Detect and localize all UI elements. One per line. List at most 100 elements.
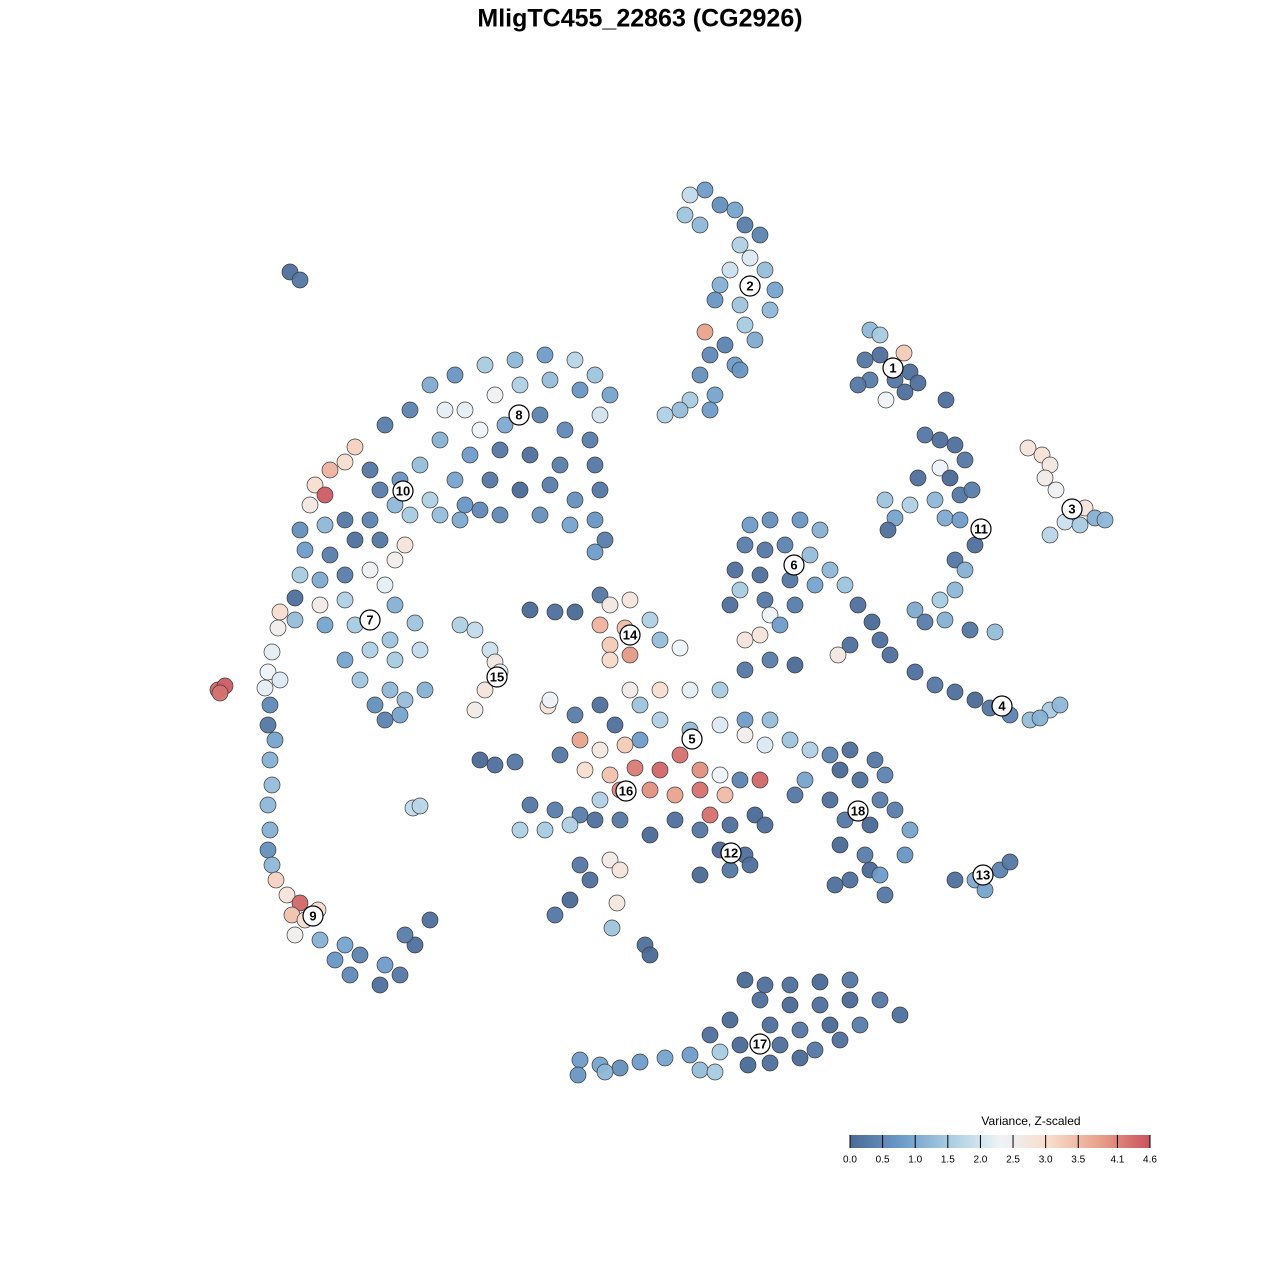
- point: [591, 791, 609, 809]
- point: [701, 401, 719, 419]
- point: [741, 516, 759, 534]
- point: [591, 481, 609, 499]
- point: [791, 1049, 809, 1067]
- point: [761, 606, 779, 624]
- point: [259, 716, 277, 734]
- point: [456, 496, 474, 514]
- point: [286, 589, 304, 607]
- point: [421, 911, 439, 929]
- point: [756, 976, 774, 994]
- point: [601, 766, 619, 784]
- point: [879, 521, 897, 539]
- cluster-label: 18: [851, 803, 865, 818]
- point: [586, 511, 604, 529]
- point: [531, 506, 549, 524]
- point: [806, 1041, 824, 1059]
- point: [706, 291, 724, 309]
- point: [931, 591, 949, 609]
- point: [471, 751, 489, 769]
- point: [736, 711, 754, 729]
- point: [741, 249, 759, 267]
- point: [861, 816, 879, 834]
- point: [741, 856, 759, 874]
- cluster-badge: [783, 554, 805, 576]
- point: [946, 871, 964, 889]
- point: [261, 821, 279, 839]
- point: [821, 1016, 839, 1034]
- point: [781, 976, 799, 994]
- colorbar-tick-label: 1.0: [908, 1155, 922, 1166]
- point: [521, 446, 539, 464]
- point: [346, 438, 364, 456]
- point: [701, 346, 719, 364]
- point: [446, 366, 464, 384]
- cluster-label: 16: [619, 783, 633, 798]
- point: [871, 866, 889, 884]
- point: [706, 1063, 724, 1081]
- point: [786, 596, 804, 614]
- point: [756, 591, 774, 609]
- cluster-label: 8: [515, 407, 522, 422]
- point: [336, 453, 354, 471]
- point: [936, 509, 954, 527]
- point: [263, 856, 281, 874]
- point: [771, 1036, 789, 1054]
- point: [1096, 511, 1114, 529]
- point: [611, 861, 629, 879]
- point: [431, 506, 449, 524]
- point: [351, 671, 369, 689]
- cluster-label: 1: [889, 360, 896, 375]
- point: [491, 441, 509, 459]
- point: [376, 576, 394, 594]
- point: [671, 639, 689, 657]
- point: [336, 651, 354, 669]
- point: [931, 459, 949, 477]
- point: [267, 871, 285, 889]
- cluster-label: 4: [998, 698, 1006, 713]
- point: [786, 656, 804, 674]
- point: [481, 471, 499, 489]
- point: [401, 401, 419, 419]
- point: [736, 726, 754, 744]
- point: [931, 431, 949, 449]
- point: [876, 766, 894, 784]
- point: [761, 1016, 779, 1034]
- colorbar-tick-label: 1.5: [941, 1155, 955, 1166]
- point: [466, 621, 484, 639]
- point: [546, 603, 564, 621]
- point: [376, 416, 394, 434]
- point: [961, 621, 979, 639]
- point: [821, 746, 839, 764]
- point: [721, 861, 739, 879]
- point: [671, 401, 689, 419]
- point: [631, 696, 649, 714]
- point: [461, 446, 479, 464]
- point: [596, 1063, 614, 1081]
- point: [396, 691, 414, 709]
- point: [849, 596, 867, 614]
- cluster-badge: [1061, 498, 1083, 520]
- point: [406, 936, 424, 954]
- point: [471, 501, 489, 519]
- colorbar-title: Variance, Z-scaled: [981, 1114, 1080, 1128]
- point: [321, 461, 339, 479]
- point: [696, 323, 714, 341]
- point: [851, 771, 869, 789]
- point: [876, 491, 894, 509]
- point: [739, 1056, 757, 1074]
- chart-title: MligTC455_22863 (CG2926): [477, 5, 802, 33]
- cluster-badge: [681, 728, 703, 750]
- point: [761, 1054, 779, 1072]
- point: [476, 356, 494, 374]
- point: [269, 619, 287, 637]
- point: [901, 821, 919, 839]
- colorbar-tick-label: 2.0: [973, 1155, 987, 1166]
- point: [696, 181, 714, 199]
- point: [806, 576, 824, 594]
- point: [906, 601, 924, 619]
- point: [291, 521, 309, 539]
- point: [571, 381, 589, 399]
- point: [601, 851, 619, 869]
- point: [566, 491, 584, 509]
